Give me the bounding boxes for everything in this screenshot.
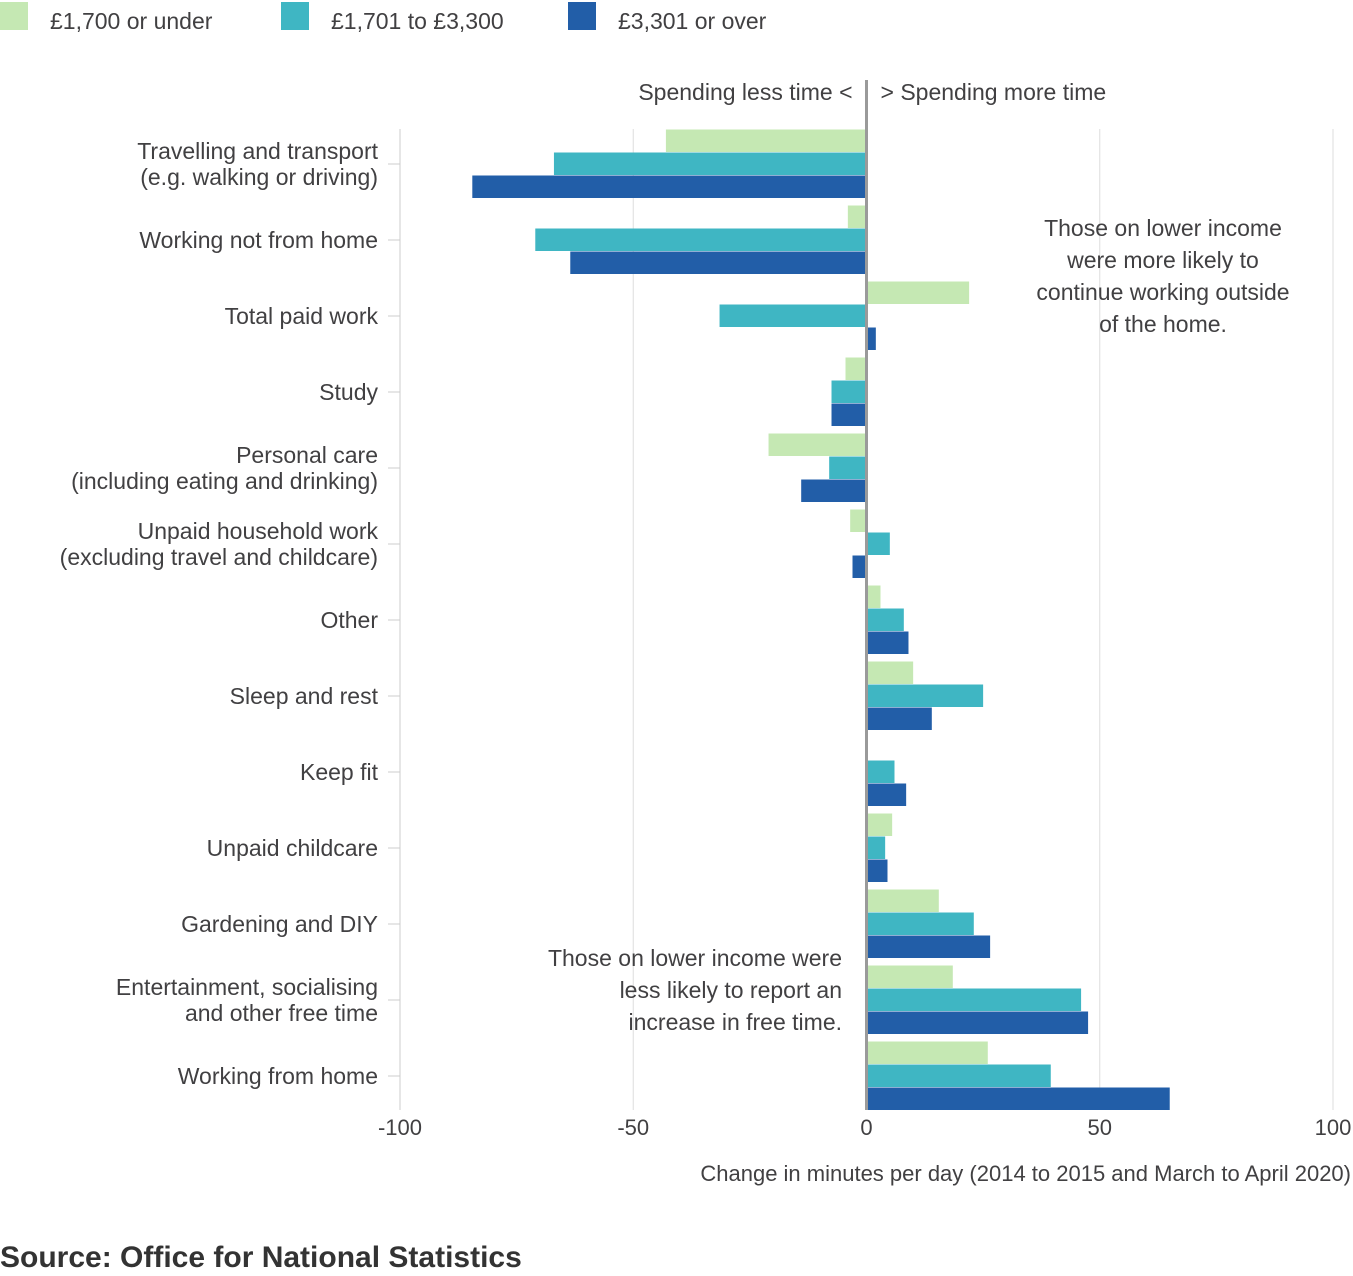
x-tick-label: 100	[1315, 1115, 1352, 1140]
legend-label-2: £1,701 to £3,300	[331, 8, 504, 34]
bar-keep-fit-series-3	[866, 783, 907, 806]
source-note: Source: Office for National Statistics	[0, 1241, 522, 1274]
bars	[472, 129, 1170, 1110]
bar-travelling-and-transport-series-1	[665, 129, 867, 152]
bar-travelling-and-transport-series-2	[553, 152, 867, 175]
bar-working-from-home-series-1	[866, 1041, 988, 1064]
bar-working-not-from-home-series-3	[570, 251, 867, 274]
annotations: Those on lower income were more likely to…	[548, 215, 1290, 1035]
bar-study-series-2	[831, 380, 867, 403]
bar-personal-care-series-3	[801, 479, 867, 502]
category-axis: Travelling and transport (e.g. walking or…	[60, 129, 401, 1110]
bar-unpaid-household-work-series-1	[850, 509, 867, 532]
category-label-other: Other	[320, 607, 378, 633]
legend-swatch-1	[0, 2, 28, 30]
x-tick-label: 0	[860, 1115, 872, 1140]
bar-study-series-1	[845, 357, 867, 380]
legend-swatch-2	[281, 2, 309, 30]
bar-total-paid-work-series-2	[719, 304, 867, 327]
bar-personal-care-series-2	[829, 456, 867, 479]
bar-entertainment-socialising-series-1	[866, 965, 953, 988]
annotation-1: Those on lower income were more likely to…	[1036, 215, 1289, 337]
legend-label-3: £3,301 or over	[618, 8, 767, 34]
legend-swatch-3	[568, 2, 596, 30]
bar-unpaid-childcare-series-2	[866, 836, 886, 859]
direction-label-more: > Spending more time	[881, 79, 1107, 105]
bar-entertainment-socialising-series-2	[866, 988, 1082, 1011]
bar-unpaid-childcare-series-1	[866, 813, 893, 836]
bar-gardening-and-diy-series-3	[866, 935, 991, 958]
category-label-unpaid-household-work: Unpaid household work (excluding travel a…	[60, 518, 379, 570]
bar-working-not-from-home-series-2	[535, 228, 867, 251]
bar-study-series-3	[831, 403, 867, 426]
category-label-total-paid-work: Total paid work	[225, 303, 379, 329]
category-label-working-not-from-home: Working not from home	[139, 227, 378, 253]
bar-other-series-2	[866, 608, 904, 631]
bar-gardening-and-diy-series-2	[866, 912, 974, 935]
bar-entertainment-socialising-series-3	[866, 1011, 1089, 1034]
bar-other-series-1	[866, 585, 881, 608]
category-label-personal-care: Personal care (including eating and drink…	[71, 442, 378, 494]
annotation-2: Those on lower income were less likely to…	[548, 945, 842, 1035]
bar-working-from-home-series-3	[866, 1087, 1170, 1110]
bar-total-paid-work-series-1	[866, 281, 970, 304]
bar-sleep-and-rest-series-3	[866, 707, 932, 730]
category-label-study: Study	[319, 379, 378, 405]
direction-label-less: Spending less time <	[638, 79, 852, 105]
bar-unpaid-childcare-series-3	[866, 859, 888, 882]
category-label-working-from-home: Working from home	[178, 1063, 378, 1089]
bar-other-series-3	[866, 631, 909, 654]
category-label-keep-fit: Keep fit	[300, 759, 379, 785]
category-label-unpaid-childcare: Unpaid childcare	[207, 835, 378, 861]
bar-total-paid-work-series-3	[866, 327, 876, 350]
x-tick-label: -100	[378, 1115, 422, 1140]
x-axis-title: Change in minutes per day (2014 to 2015 …	[700, 1161, 1351, 1186]
legend: £1,700 or under £1,701 to £3,300 £3,301 or…	[0, 2, 767, 34]
bar-working-not-from-home-series-1	[847, 205, 867, 228]
bar-personal-care-series-1	[768, 433, 867, 456]
bar-keep-fit-series-2	[866, 760, 895, 783]
bar-gardening-and-diy-series-1	[866, 889, 939, 912]
x-tick-label: -50	[617, 1115, 649, 1140]
category-label-travelling-and-transport: Travelling and transport (e.g. walking or…	[137, 138, 378, 190]
category-label-entertainment-socialising: Entertainment, socialising and other free…	[116, 974, 378, 1026]
category-label-gardening-and-diy: Gardening and DIY	[181, 911, 378, 937]
legend-label-1: £1,700 or under	[50, 8, 213, 34]
category-label-sleep-and-rest: Sleep and rest	[230, 683, 379, 709]
bar-sleep-and-rest-series-1	[866, 661, 914, 684]
bar-unpaid-household-work-series-2	[866, 532, 890, 555]
bar-unpaid-household-work-series-3	[852, 555, 867, 578]
x-tick-label: 50	[1088, 1115, 1112, 1140]
bar-sleep-and-rest-series-2	[866, 684, 984, 707]
chart: Travelling and transport (e.g. walking or…	[0, 2, 1351, 1186]
bar-travelling-and-transport-series-3	[472, 175, 867, 198]
bar-working-from-home-series-2	[866, 1064, 1051, 1087]
x-axis: -100 -50 0 50 100	[378, 1115, 1351, 1140]
